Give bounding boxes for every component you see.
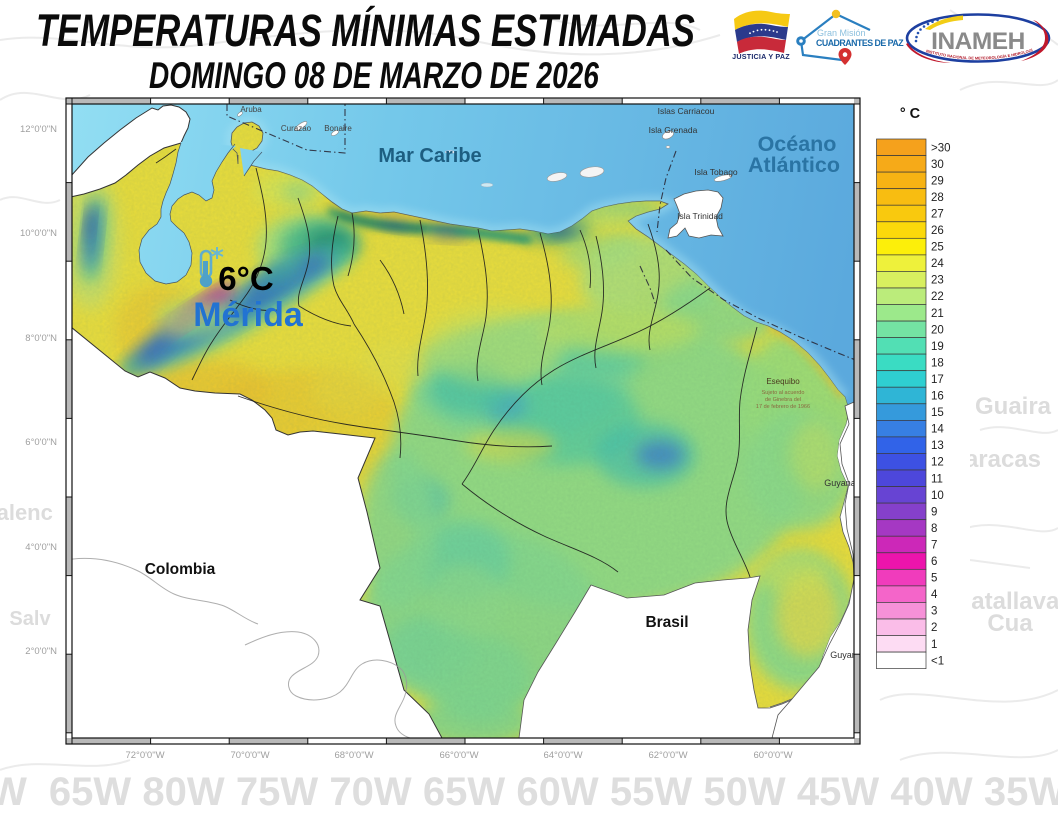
svg-text:75W: 75W: [236, 770, 318, 814]
svg-text:W: W: [0, 770, 27, 814]
svg-text:40W: 40W: [890, 770, 972, 814]
svg-text:21: 21: [931, 308, 944, 320]
svg-text:Islas Carriacou: Islas Carriacou: [658, 106, 715, 116]
svg-text:Mar Caribe: Mar Caribe: [378, 145, 481, 167]
svg-text:Colombia: Colombia: [145, 561, 216, 578]
svg-text:Guyana: Guyana: [824, 478, 856, 488]
svg-text:Bonaire: Bonaire: [324, 124, 352, 133]
svg-text:65W: 65W: [423, 770, 505, 814]
svg-text:72°0'0"W: 72°0'0"W: [125, 750, 164, 761]
svg-text:28: 28: [931, 192, 944, 204]
svg-text:Guyana: Guyana: [830, 650, 862, 660]
svg-text:Mérida: Mérida: [193, 296, 304, 334]
svg-text:27: 27: [931, 209, 944, 221]
svg-text:20: 20: [931, 324, 944, 336]
svg-text:8°0'0"N: 8°0'0"N: [25, 333, 57, 344]
svg-text:Esequibo: Esequibo: [766, 377, 800, 386]
svg-text:25: 25: [931, 242, 944, 254]
svg-text:Océano: Océano: [758, 132, 837, 156]
svg-text:Sujeto al acuerdo: Sujeto al acuerdo: [762, 390, 805, 396]
svg-text:23: 23: [931, 275, 944, 287]
svg-text:15: 15: [931, 407, 944, 419]
svg-text:24: 24: [931, 258, 944, 270]
svg-text:Guaira: Guaira: [975, 393, 1052, 420]
svg-text:17 de febrero de 1966: 17 de febrero de 1966: [756, 404, 810, 410]
svg-text:Valenc: Valenc: [0, 500, 53, 525]
svg-text:9: 9: [931, 506, 937, 518]
svg-text:65W: 65W: [49, 770, 131, 814]
svg-text:80W: 80W: [142, 770, 224, 814]
svg-text:hatallava: hatallava: [957, 588, 1058, 615]
svg-text:12: 12: [931, 457, 944, 469]
svg-text:70W: 70W: [329, 770, 411, 814]
svg-text:10: 10: [931, 490, 944, 502]
svg-text:64°0'0"W: 64°0'0"W: [543, 750, 582, 761]
svg-text:4: 4: [931, 589, 938, 601]
svg-text:1: 1: [931, 639, 937, 651]
svg-text:Salv: Salv: [9, 608, 51, 630]
svg-text:6: 6: [931, 556, 937, 568]
svg-text:29: 29: [931, 175, 944, 187]
svg-text:Isla Grenada: Isla Grenada: [649, 125, 698, 135]
svg-text:6°C: 6°C: [218, 260, 273, 297]
svg-text:70°0'0"W: 70°0'0"W: [230, 750, 269, 761]
svg-text:17: 17: [931, 374, 944, 386]
svg-text:3: 3: [931, 606, 937, 618]
svg-text:66°0'0"W: 66°0'0"W: [439, 750, 478, 761]
svg-text:Isla Trinidad: Isla Trinidad: [677, 211, 723, 221]
svg-text:2: 2: [931, 622, 937, 634]
svg-text:8: 8: [931, 523, 937, 535]
svg-text:CUADRANTES DE PAZ: CUADRANTES DE PAZ: [816, 38, 904, 48]
svg-text:12°0'0"N: 12°0'0"N: [20, 124, 57, 135]
svg-text:aracas: aracas: [965, 446, 1041, 473]
svg-text:22: 22: [931, 291, 944, 303]
svg-text:2°0'0"N: 2°0'0"N: [25, 646, 57, 657]
svg-text:Aruba: Aruba: [240, 105, 262, 114]
svg-text:>30: >30: [931, 142, 951, 154]
svg-text:7: 7: [931, 540, 937, 552]
svg-text:18: 18: [931, 357, 944, 369]
svg-text:26: 26: [931, 225, 944, 237]
svg-text:14: 14: [931, 424, 944, 436]
svg-text:INAMEH: INAMEH: [931, 28, 1025, 55]
svg-text:45W: 45W: [797, 770, 879, 814]
svg-text:30: 30: [931, 159, 944, 171]
svg-text:<1: <1: [931, 655, 944, 667]
svg-text:5: 5: [931, 573, 937, 585]
svg-text:Atlántico: Atlántico: [748, 153, 840, 177]
svg-text:50W: 50W: [703, 770, 785, 814]
svg-text:° C: ° C: [900, 106, 921, 122]
svg-text:35W: 35W: [984, 770, 1058, 814]
svg-text:19: 19: [931, 341, 944, 353]
svg-text:Cua: Cua: [987, 610, 1033, 637]
svg-text:60°0'0"W: 60°0'0"W: [753, 750, 792, 761]
svg-text:Brasil: Brasil: [645, 614, 688, 631]
svg-text:55W: 55W: [610, 770, 692, 814]
svg-text:68°0'0"W: 68°0'0"W: [334, 750, 373, 761]
svg-text:4°0'0"N: 4°0'0"N: [25, 542, 57, 553]
svg-text:Gran Misión: Gran Misión: [817, 28, 866, 38]
svg-text:Isla Tobago: Isla Tobago: [694, 167, 738, 177]
svg-text:6°0'0"N: 6°0'0"N: [25, 437, 57, 448]
svg-text:62°0'0"W: 62°0'0"W: [648, 750, 687, 761]
svg-text:de Ginebra del: de Ginebra del: [765, 397, 801, 403]
svg-text:10°0'0"N: 10°0'0"N: [20, 228, 57, 239]
svg-text:Curazao: Curazao: [281, 124, 312, 133]
svg-text:13: 13: [931, 440, 944, 452]
svg-text:60W: 60W: [516, 770, 598, 814]
svg-text:11: 11: [931, 473, 943, 485]
svg-text:16: 16: [931, 391, 944, 403]
